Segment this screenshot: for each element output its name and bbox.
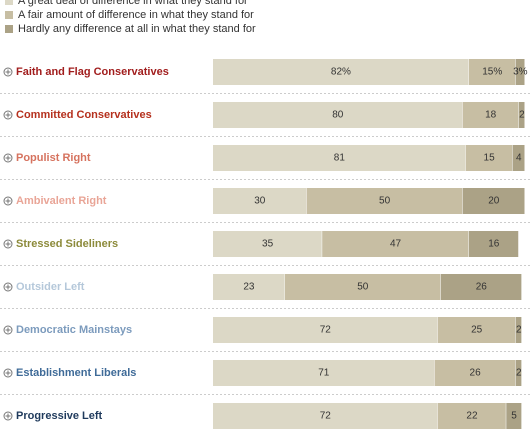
value-label: 2 [516, 368, 522, 379]
bar-segment [468, 231, 519, 257]
bar-segment [515, 59, 525, 85]
category-label: Ambivalent Right [16, 195, 107, 207]
bar-segment [506, 403, 522, 429]
value-label: 20 [488, 196, 500, 207]
expand-icon[interactable] [3, 67, 13, 77]
expand-icon[interactable] [3, 153, 13, 163]
value-label: 50 [357, 282, 369, 293]
bar-segment [437, 317, 516, 343]
value-label: 5 [511, 411, 517, 422]
bar-segment [465, 145, 513, 171]
bar-segment [462, 188, 525, 214]
bar-segment [462, 102, 519, 128]
bar-segment [515, 360, 522, 386]
value-label: 4 [516, 153, 522, 164]
value-label: 26 [470, 368, 482, 379]
category-label: Populist Right [16, 152, 91, 164]
value-label: 81 [334, 153, 346, 164]
value-label: 23 [243, 282, 255, 293]
value-label: 2 [516, 325, 522, 336]
bar-segment [213, 317, 438, 343]
bar-segment [284, 274, 441, 300]
value-label: 82% [331, 67, 351, 78]
bar-segment [213, 59, 469, 85]
value-label: 72 [320, 411, 332, 422]
expand-icon[interactable] [3, 411, 13, 421]
category-label: Faith and Flag Conservatives [16, 66, 169, 78]
value-label: 22 [466, 411, 478, 422]
bar-segment [322, 231, 469, 257]
bar-segment [512, 145, 525, 171]
bar-segment [518, 102, 525, 128]
bar-segment [437, 403, 506, 429]
legend-swatch [5, 11, 13, 19]
legend-label: A great deal of difference in what they … [18, 0, 248, 7]
value-label: 80 [332, 110, 344, 121]
value-label: 18 [485, 110, 497, 121]
value-label: 72 [320, 325, 332, 336]
expand-icon[interactable] [3, 368, 13, 378]
bar-segment [306, 188, 463, 214]
category-label: Stressed Sideliners [16, 238, 118, 250]
expand-icon[interactable] [3, 110, 13, 120]
legend-label: Hardly any difference at all in what the… [18, 23, 256, 35]
value-label: 25 [471, 325, 483, 336]
expand-icon[interactable] [3, 196, 13, 206]
category-label: Democratic Mainstays [16, 324, 132, 336]
value-label: 50 [379, 196, 391, 207]
expand-icon[interactable] [3, 282, 13, 292]
expand-icon[interactable] [3, 239, 13, 249]
bar-segment [468, 59, 516, 85]
value-label: 35 [262, 239, 274, 250]
bar-segment [213, 145, 466, 171]
expand-icon[interactable] [3, 325, 13, 335]
category-label: Establishment Liberals [16, 367, 136, 379]
value-label: 16 [488, 239, 500, 250]
value-label: 3% [513, 67, 528, 78]
bar-segment [213, 274, 285, 300]
value-label: 30 [254, 196, 266, 207]
legend-swatch [5, 25, 13, 33]
category-label: Committed Conservatives [16, 109, 152, 121]
value-label: 15 [484, 153, 496, 164]
bar-segment [213, 231, 322, 257]
bar-segment [213, 188, 307, 214]
value-label: 15% [482, 67, 502, 78]
category-label: Progressive Left [16, 410, 103, 422]
legend-swatch [5, 0, 13, 5]
bar-segment [440, 274, 522, 300]
category-label: Outsider Left [16, 281, 85, 293]
bar-segment [213, 102, 463, 128]
bar-segment [213, 360, 435, 386]
bar-segment [515, 317, 522, 343]
bar-segment [213, 403, 438, 429]
value-label: 26 [476, 282, 488, 293]
value-label: 2 [519, 110, 525, 121]
value-label: 47 [390, 239, 402, 250]
legend-label: A fair amount of difference in what they… [18, 9, 254, 21]
value-label: 71 [318, 368, 330, 379]
bar-segment [434, 360, 516, 386]
